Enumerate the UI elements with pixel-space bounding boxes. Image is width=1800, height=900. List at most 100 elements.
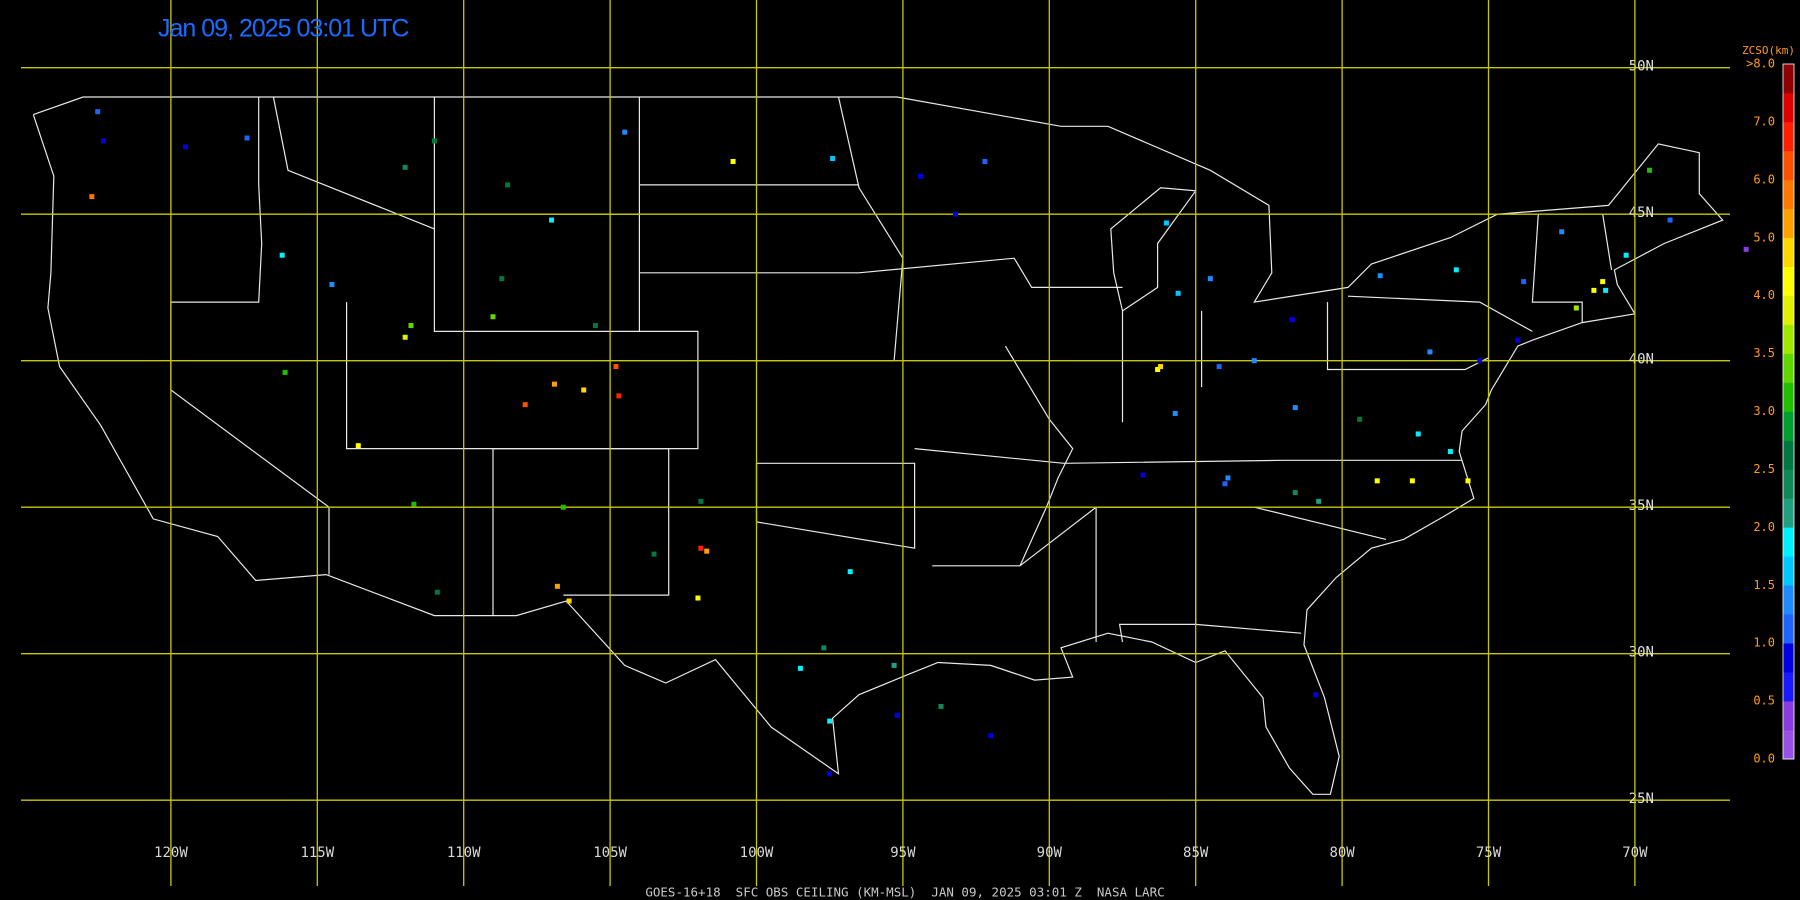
station-obs (1573, 305, 1579, 311)
station-obs (1292, 405, 1298, 411)
station-obs (581, 387, 587, 393)
lat-label: 45N (1629, 205, 1654, 221)
stations (89, 109, 1749, 777)
lon-label: 95W (890, 845, 916, 861)
station-obs (698, 545, 704, 551)
legend-label: 3.0 (1753, 404, 1775, 418)
station-obs (1216, 364, 1222, 370)
legend-swatch (1783, 179, 1794, 210)
boundary (272, 96, 435, 230)
station-obs (282, 369, 288, 375)
station-obs (1172, 410, 1178, 416)
legend-swatch (1783, 556, 1794, 586)
station-obs (1559, 229, 1565, 235)
lon-label: 85W (1183, 845, 1209, 861)
station-obs (847, 569, 853, 575)
boundary (914, 448, 1463, 464)
station-obs (1415, 431, 1421, 437)
legend-swatch (1783, 498, 1794, 528)
boundary (1195, 623, 1302, 634)
legend-swatch (1783, 295, 1794, 325)
boundary (639, 257, 1123, 288)
station-obs (616, 393, 622, 399)
legend-swatch (1783, 266, 1794, 296)
station-obs (917, 173, 923, 179)
station-obs (1603, 287, 1609, 293)
legend-label: 1.0 (1753, 636, 1775, 650)
station-obs (1175, 290, 1181, 296)
station-obs (566, 598, 572, 604)
station-obs (1521, 279, 1527, 285)
station-obs (1155, 366, 1161, 372)
station-obs (982, 158, 988, 164)
station-obs (408, 323, 414, 329)
station-obs (988, 733, 994, 739)
station-obs (797, 665, 803, 671)
legend-swatch (1783, 730, 1794, 760)
station-obs (891, 662, 897, 668)
station-obs (1667, 217, 1673, 223)
legend-label: 3.5 (1753, 346, 1775, 360)
legend-swatch (1783, 701, 1794, 731)
station-obs (1623, 252, 1629, 258)
legend-frame (1782, 63, 1795, 760)
lon-label: 80W (1329, 845, 1355, 861)
boundary (1110, 187, 1197, 312)
station-obs (821, 645, 827, 651)
station-obs (827, 771, 833, 777)
station-obs (1477, 358, 1483, 364)
legend-label: >8.0 (1746, 57, 1775, 71)
station-obs (1222, 481, 1228, 487)
station-obs (1225, 475, 1231, 481)
station-obs (554, 583, 560, 589)
station-obs (183, 144, 189, 150)
legend-label: 2.0 (1753, 520, 1775, 534)
station-obs (1357, 416, 1363, 422)
station-obs (827, 718, 833, 724)
legend-swatch (1783, 121, 1794, 152)
legend: ZCSO(km) 0.0 0.5 1.0 1.5 2.0 2.5 3.0 3.5 4.0 5.0 6.… (1742, 44, 1795, 766)
station-obs (1292, 490, 1298, 496)
lon-label: 120W (154, 845, 188, 861)
legend-label: 6.0 (1753, 172, 1775, 186)
station-obs (1207, 276, 1213, 282)
boundary (1347, 295, 1533, 332)
legend-label: 4.0 (1753, 288, 1775, 302)
station-obs (651, 551, 657, 557)
lon-label: 105W (593, 845, 627, 861)
legend-label: 7.0 (1753, 114, 1775, 128)
lon-label: 115W (300, 845, 334, 861)
legend-swatch (1783, 208, 1794, 239)
station-obs (1647, 167, 1653, 173)
station-obs (402, 334, 408, 340)
station-obs (1465, 478, 1471, 484)
station-obs (1163, 220, 1169, 226)
station-obs (411, 501, 417, 507)
lon-label: 110W (447, 845, 481, 861)
boundary (1531, 214, 1583, 323)
station-obs (894, 712, 900, 718)
station-obs (329, 282, 335, 288)
station-obs (279, 252, 285, 258)
station-obs (355, 443, 361, 449)
lat-label: 35N (1629, 498, 1654, 514)
station-obs (95, 109, 101, 115)
station-obs (704, 548, 710, 554)
station-obs (89, 194, 95, 200)
legend-title: ZCSO(km) (1742, 44, 1795, 57)
station-obs (1447, 449, 1453, 455)
lon-label: 75W (1476, 845, 1502, 861)
station-obs (953, 211, 959, 217)
station-obs (101, 138, 107, 144)
lat-label: 50N (1629, 59, 1654, 75)
station-obs (505, 182, 511, 188)
lon-label: 90W (1037, 845, 1063, 861)
boundary (346, 302, 670, 596)
boundary (433, 214, 699, 616)
legend-label: 0.0 (1753, 752, 1775, 766)
legend-label: 0.5 (1753, 694, 1775, 708)
legend-label: 1.5 (1753, 578, 1775, 592)
station-obs (490, 314, 496, 320)
